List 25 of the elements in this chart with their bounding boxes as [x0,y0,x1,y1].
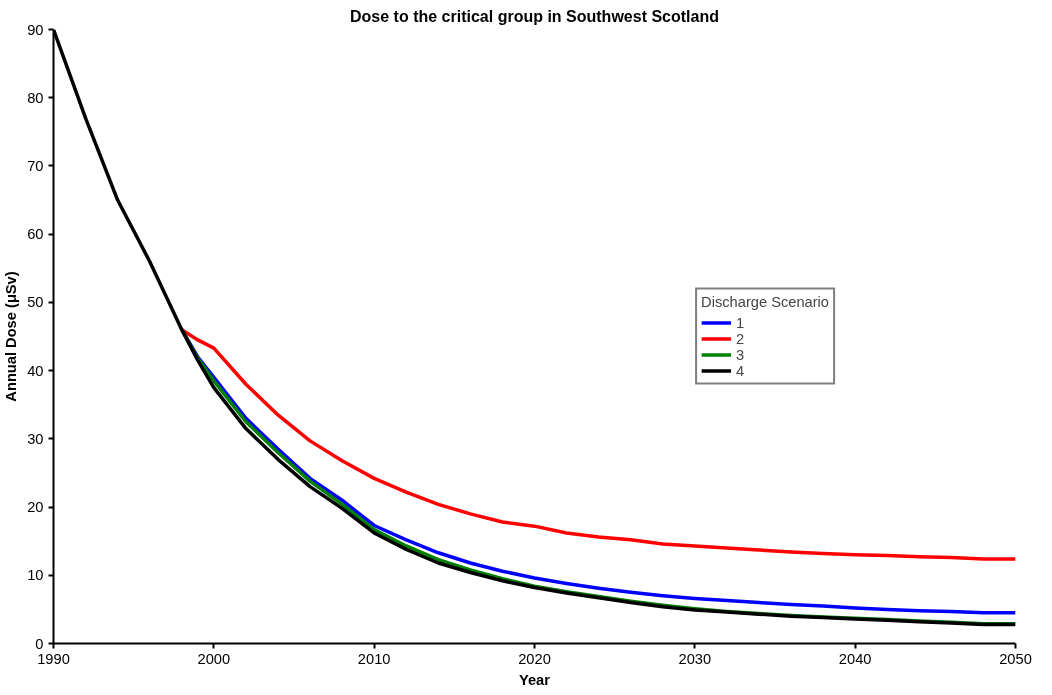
y-tick-label: 60 [27,226,44,243]
x-tick-label: 2030 [678,650,712,667]
legend-title: Discharge Scenario [701,293,829,310]
y-tick-label: 10 [27,567,44,584]
legend-label: 3 [736,346,746,363]
x-tick-label: 2020 [518,650,551,667]
y-tick-label: 70 [27,157,44,174]
x-tick-label: 2000 [197,650,231,667]
y-tick-label: 30 [27,430,44,447]
y-tick-label: 50 [27,294,44,311]
legend-label: 2 [736,330,746,347]
chart-title: Dose to the critical group in Southwest Scotland [350,7,719,25]
y-axis-title: Annual Dose (μSv) [3,271,20,402]
x-tick-label: 2040 [838,650,872,667]
y-tick-label: 80 [27,89,44,106]
x-tick-label: 2050 [999,650,1032,667]
y-tick-label: 0 [35,635,44,652]
y-tick-label: 20 [27,499,44,516]
x-axis-title: Year [519,671,551,688]
y-tick-label: 40 [27,362,44,379]
y-tick-label: 90 [27,21,44,38]
x-tick-label: 2010 [357,650,391,667]
legend-label: 4 [736,362,746,379]
x-tick-label: 1990 [37,650,70,667]
legend-label: 1 [736,314,746,331]
